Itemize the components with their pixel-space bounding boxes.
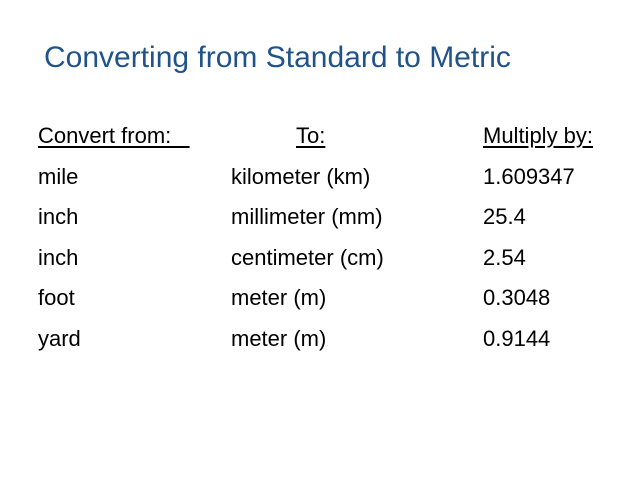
header-multiply-by: Multiply by: — [483, 123, 594, 148]
row-inch-mm-factor: 25.4 — [483, 204, 526, 229]
header-convert-from: Convert from: — [38, 123, 190, 148]
slide-title: Converting from Standard to Metric — [44, 41, 511, 74]
header-to: To: — [296, 123, 326, 148]
row-yard-from: yard — [38, 326, 81, 351]
row-inch-cm-from: inch — [38, 245, 79, 270]
row-yard-to: meter (m) — [231, 326, 327, 351]
row-yard-factor: 0.9144 — [483, 326, 551, 351]
row-inch-cm-to: centimeter (cm) — [231, 245, 384, 270]
row-inch-mm-from: inch — [38, 204, 79, 229]
row-mile-factor: 1.609347 — [483, 164, 575, 189]
row-inch-mm-to: millimeter (mm) — [231, 204, 383, 229]
row-foot-from: foot — [38, 285, 75, 310]
row-foot-to: meter (m) — [231, 285, 327, 310]
row-mile-to: kilometer (km) — [231, 164, 371, 189]
row-mile-from: mile — [38, 164, 79, 189]
row-foot-factor: 0.3048 — [483, 285, 551, 310]
row-inch-cm-factor: 2.54 — [483, 245, 526, 270]
